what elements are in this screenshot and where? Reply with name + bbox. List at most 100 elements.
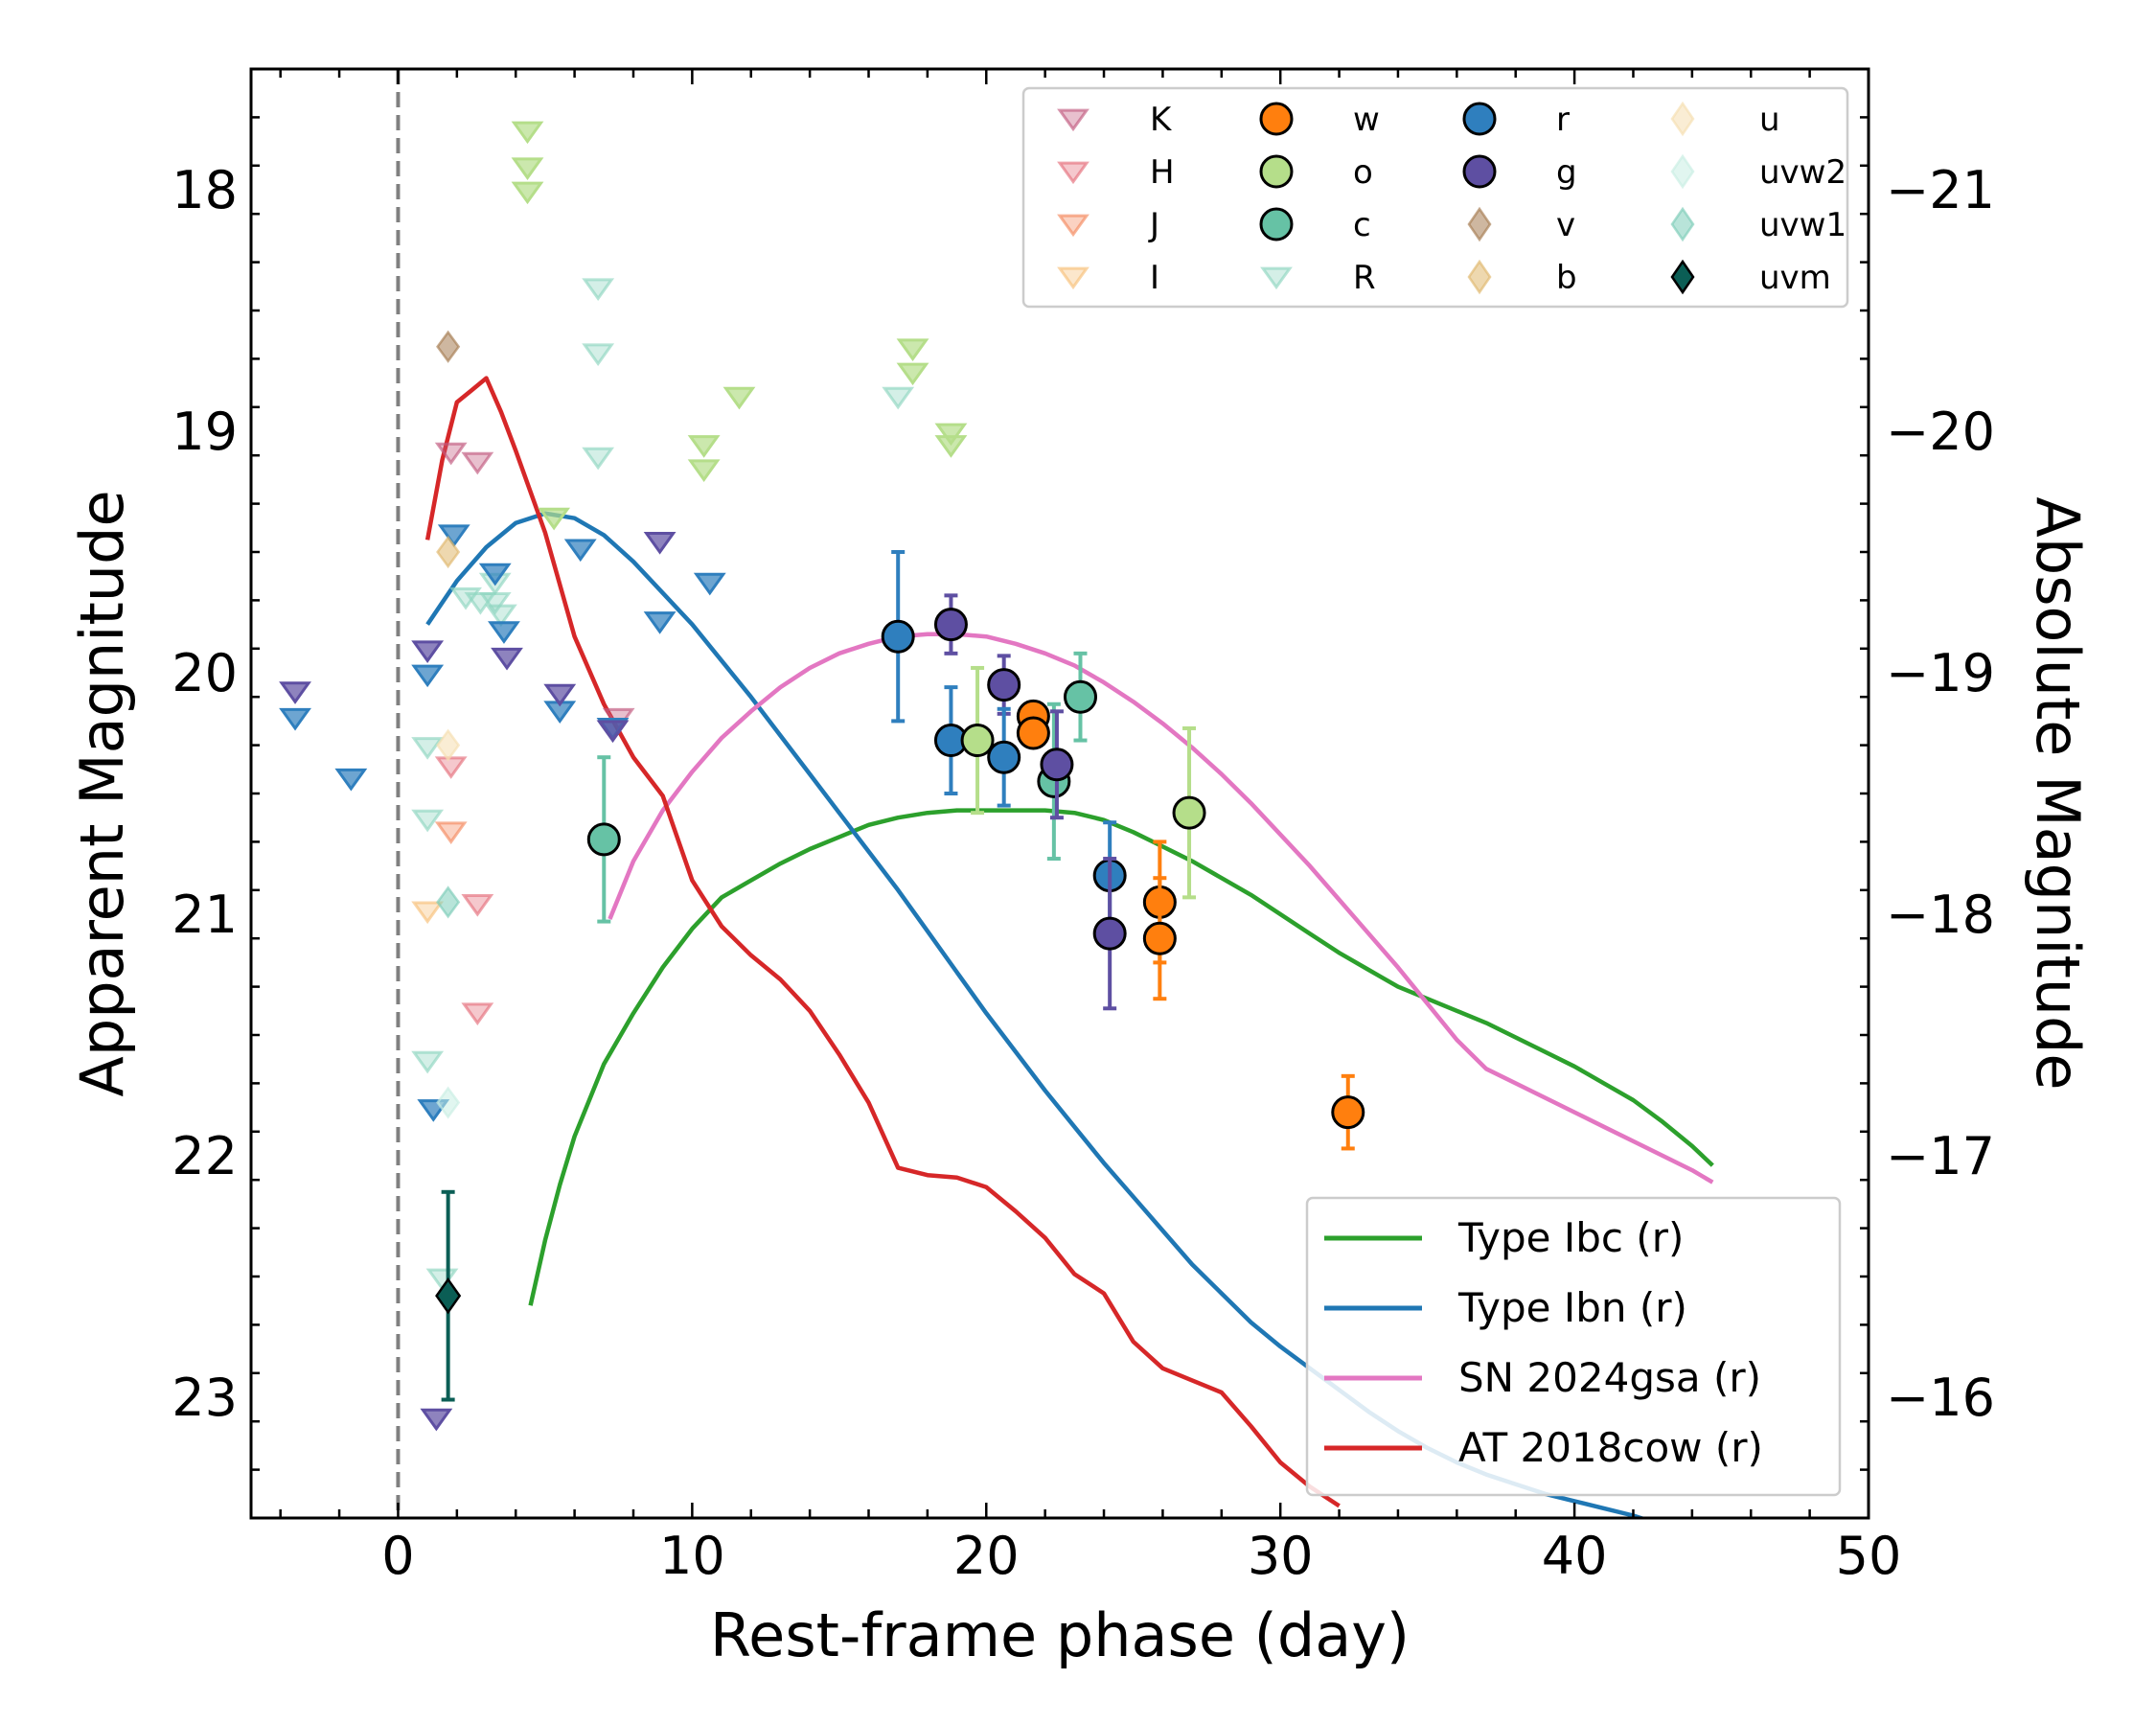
upper-limit-marker <box>538 507 571 531</box>
y-tick-label: 21 <box>172 885 238 945</box>
legend-label: Type Ibc (r) <box>1457 1214 1684 1261</box>
upper-limit-marker <box>687 459 721 482</box>
legend-marker <box>1057 161 1089 185</box>
limit-diamond-marker <box>436 886 461 919</box>
legend-marker <box>1057 108 1089 132</box>
legend-label: uvw2 <box>1759 153 1846 192</box>
legend-label: Type Ibn (r) <box>1457 1284 1687 1331</box>
x-tick-label: 0 <box>381 1526 414 1586</box>
upper-limit-marker <box>478 563 512 586</box>
limit-diamond-marker <box>436 330 461 363</box>
y2-tick-label: −16 <box>1886 1368 1995 1428</box>
upper-limit-marker <box>582 343 615 367</box>
legend-marker <box>1057 266 1089 290</box>
upper-limit-marker <box>411 1050 445 1074</box>
upper-limit-marker <box>511 121 544 145</box>
legend-label: w <box>1353 101 1380 139</box>
legend-label: u <box>1759 101 1780 139</box>
y2-tick-label: −20 <box>1886 402 1995 462</box>
legend-marker <box>1670 101 1695 137</box>
series-line-3 <box>424 376 1341 1508</box>
upper-limit-marker <box>434 821 468 844</box>
legend-marker <box>1259 102 1294 136</box>
model-legend <box>1305 1196 1842 1497</box>
upper-limit-marker <box>511 157 544 180</box>
legend-label: I <box>1150 259 1159 297</box>
axes-layer: 0 10 20 30 40 50 18 19 20 21 22 23 −21 −20 −19 −18 −17 −1… <box>67 67 2093 1670</box>
x-tick-label: 10 <box>659 1526 725 1586</box>
upper-limit-marker <box>582 278 615 301</box>
y-axis-label: Apparent Magnitude <box>67 490 137 1096</box>
legend-marker <box>1467 259 1492 295</box>
upper-limit-marker <box>434 442 468 466</box>
upper-limit-marker <box>434 756 468 779</box>
upper-limit-marker <box>491 647 523 671</box>
limit-diamond-marker <box>436 535 461 569</box>
upper-limit-marker <box>563 539 597 563</box>
detection-point <box>1331 1095 1365 1130</box>
y2-tick-label: −19 <box>1886 643 1995 703</box>
legend-label: uvw1 <box>1759 206 1846 244</box>
legend-label: SN 2024gsa (r) <box>1458 1354 1761 1401</box>
legend-label: uvm <box>1759 259 1831 297</box>
y2-axis-label: Absolute Magnitude <box>2023 496 2093 1090</box>
y-tick-label: 22 <box>172 1126 238 1186</box>
upper-limits-layer <box>279 121 968 1432</box>
detection-point <box>933 608 968 642</box>
legend-label: r <box>1556 101 1570 139</box>
y-tick-label: 23 <box>172 1368 238 1428</box>
detection-point <box>1092 916 1127 951</box>
detection-point <box>987 740 1021 774</box>
upper-limit-marker <box>693 572 726 596</box>
upper-limit-marker <box>582 447 615 471</box>
upper-limit-marker <box>896 338 929 361</box>
y-tick-label: 20 <box>172 643 238 703</box>
upper-limit-marker <box>934 435 968 458</box>
legend-label: J <box>1148 206 1159 244</box>
legend-marker <box>1057 214 1089 238</box>
upper-limit-marker <box>334 768 368 792</box>
upper-limit-marker <box>437 524 470 548</box>
legend-label: c <box>1353 206 1371 244</box>
upper-limit-marker <box>411 901 445 925</box>
band-legend <box>1021 86 1849 309</box>
upper-limit-marker <box>488 621 520 644</box>
upper-limit-marker <box>279 681 311 704</box>
detection-point <box>1142 921 1177 955</box>
legend-marker <box>1670 153 1695 190</box>
detection-point <box>1063 679 1097 714</box>
detection-point <box>881 619 915 654</box>
upper-limit-marker <box>461 893 494 917</box>
legend-marker <box>1670 259 1695 295</box>
legend-label: AT 2018cow (r) <box>1458 1424 1763 1471</box>
series-line-2 <box>608 632 1714 1184</box>
upper-limit-marker <box>896 362 929 386</box>
x-tick-label: 30 <box>1248 1526 1314 1586</box>
detection-point <box>435 1276 462 1315</box>
upper-limit-marker <box>643 531 677 555</box>
y2-tick-label: −17 <box>1886 1126 1995 1186</box>
legend-label: g <box>1556 153 1577 192</box>
legend-marker <box>1462 102 1497 136</box>
upper-limit-marker <box>511 181 544 205</box>
detection-point <box>586 822 621 857</box>
limit-diamond-marker <box>436 1086 461 1119</box>
upper-limit-marker <box>934 423 968 447</box>
legend-marker <box>1259 154 1294 189</box>
series-line-0 <box>528 808 1714 1306</box>
y-tick-label: 18 <box>172 160 238 220</box>
legend-marker <box>1670 206 1695 242</box>
upper-limit-marker <box>687 435 721 458</box>
legend-marker <box>1467 206 1492 242</box>
detection-point <box>1016 716 1050 750</box>
upper-limit-marker <box>543 683 577 707</box>
legend-marker <box>1259 207 1294 242</box>
y2-tick-label: −21 <box>1886 160 1995 220</box>
legend-label: K <box>1150 101 1173 139</box>
upper-limit-marker <box>882 386 915 410</box>
x-tick-label: 50 <box>1836 1526 1902 1586</box>
x-tick-label: 40 <box>1542 1526 1608 1586</box>
upper-limit-marker <box>596 720 630 744</box>
